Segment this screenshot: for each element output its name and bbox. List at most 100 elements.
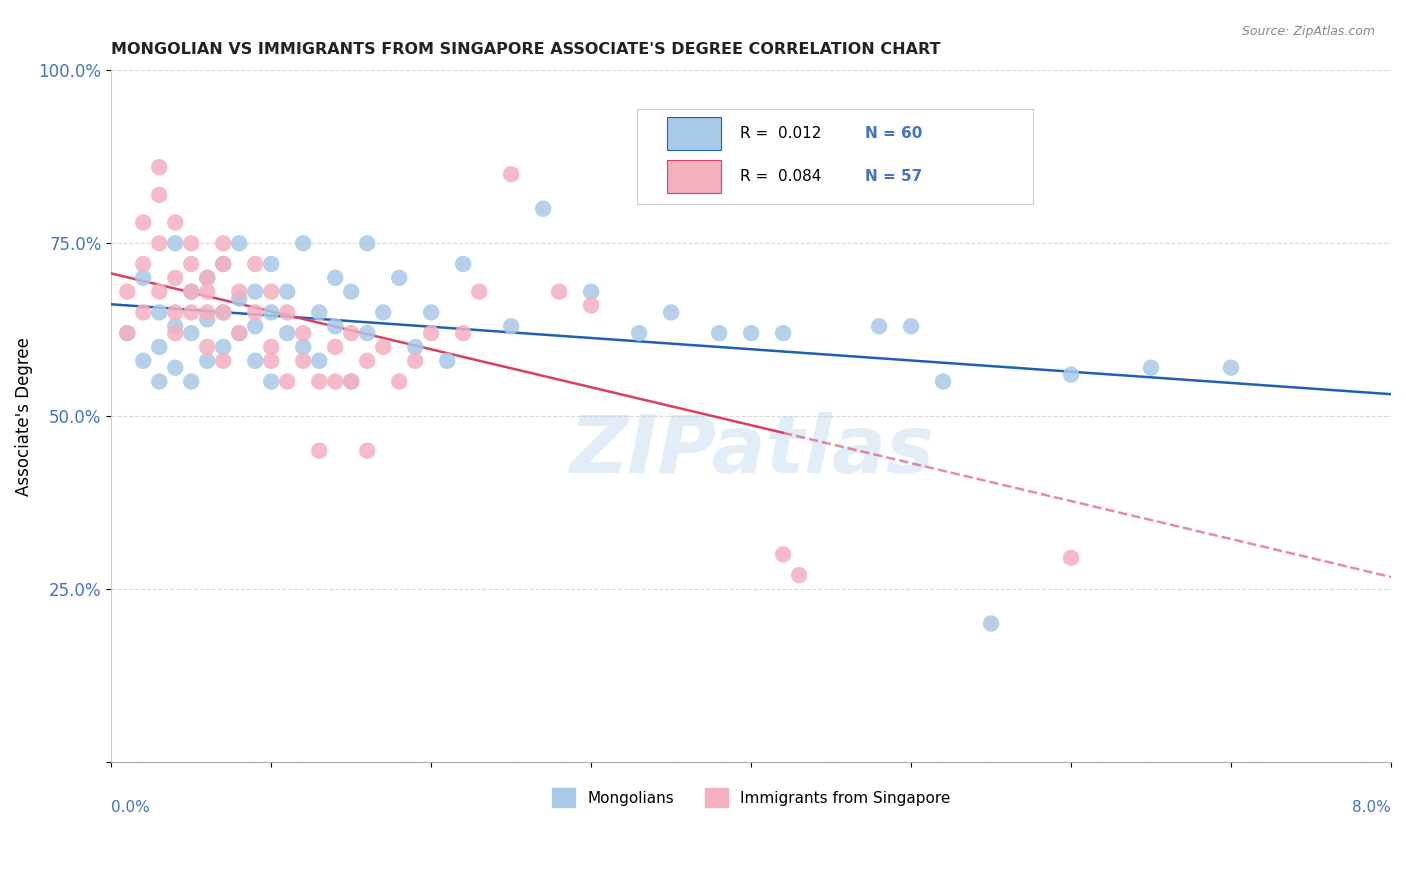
Point (740, 146, 762, 161)
Point (772, 326, 794, 340)
Point (195, 353, 218, 368)
Point (228, 326, 250, 340)
Point (228, 292, 250, 306)
Text: Source: ZipAtlas.com: Source: ZipAtlas.com (1241, 25, 1375, 38)
Point (356, 443, 378, 458)
Point (195, 312, 218, 326)
Point (323, 270, 346, 285)
Point (212, 305, 235, 319)
Point (420, 305, 443, 319)
Point (323, 340, 346, 354)
Point (180, 305, 202, 319)
Point (308, 375, 330, 389)
Text: R =  0.084: R = 0.084 (740, 169, 821, 184)
Text: N = 60: N = 60 (866, 126, 922, 141)
Point (548, 285, 571, 299)
Point (117, 285, 139, 299)
Point (212, 305, 235, 319)
Point (276, 305, 298, 319)
Point (388, 375, 411, 389)
Point (900, 319, 922, 334)
Text: 0.0%: 0.0% (111, 800, 150, 814)
Point (292, 353, 315, 368)
Point (373, 340, 395, 354)
Point (228, 236, 250, 251)
Point (195, 270, 218, 285)
Point (579, 285, 602, 299)
Point (117, 326, 139, 340)
Point (195, 285, 218, 299)
Point (180, 236, 202, 251)
Point (1060, 550, 1083, 565)
Point (340, 375, 363, 389)
Point (148, 160, 170, 174)
Text: MONGOLIAN VS IMMIGRANTS FROM SINGAPORE ASSOCIATE'S DEGREE CORRELATION CHART: MONGOLIAN VS IMMIGRANTS FROM SINGAPORE A… (111, 42, 941, 57)
Point (932, 375, 955, 389)
Text: N = 57: N = 57 (866, 169, 922, 184)
Legend: Mongolians, Immigrants from Singapore: Mongolians, Immigrants from Singapore (546, 782, 956, 813)
Point (436, 353, 458, 368)
Text: 8.0%: 8.0% (1353, 800, 1391, 814)
Point (323, 375, 346, 389)
Point (260, 375, 283, 389)
Point (980, 616, 1002, 631)
Point (148, 187, 170, 202)
Point (132, 305, 155, 319)
Point (132, 353, 155, 368)
Point (260, 305, 283, 319)
Text: ZIPatlas: ZIPatlas (568, 412, 934, 490)
Point (1220, 360, 1243, 375)
Point (308, 353, 330, 368)
Point (468, 285, 491, 299)
Point (1060, 368, 1083, 382)
Point (148, 305, 170, 319)
Point (260, 285, 283, 299)
Point (276, 375, 298, 389)
Point (340, 326, 363, 340)
Point (212, 257, 235, 271)
Point (740, 326, 762, 340)
Point (165, 326, 187, 340)
Point (501, 319, 523, 334)
Point (787, 568, 810, 582)
Point (165, 215, 187, 229)
Point (772, 547, 794, 561)
Point (276, 285, 298, 299)
Point (292, 236, 315, 251)
Point (148, 340, 170, 354)
Point (308, 443, 330, 458)
Point (340, 285, 363, 299)
Point (195, 270, 218, 285)
Point (260, 353, 283, 368)
Point (356, 236, 378, 251)
Point (228, 285, 250, 299)
Point (228, 326, 250, 340)
Point (212, 236, 235, 251)
Point (165, 270, 187, 285)
Point (195, 340, 218, 354)
Point (180, 257, 202, 271)
Text: R =  0.012: R = 0.012 (740, 126, 821, 141)
Point (117, 326, 139, 340)
Point (292, 340, 315, 354)
Point (132, 215, 155, 229)
Point (451, 257, 474, 271)
Point (531, 202, 554, 216)
Point (245, 285, 267, 299)
Point (180, 326, 202, 340)
Point (148, 236, 170, 251)
Point (388, 270, 411, 285)
Point (165, 360, 187, 375)
Y-axis label: Associate's Degree: Associate's Degree (15, 336, 32, 496)
Point (180, 285, 202, 299)
Point (212, 257, 235, 271)
Point (501, 167, 523, 181)
Point (180, 375, 202, 389)
Point (308, 305, 330, 319)
Point (148, 285, 170, 299)
Point (373, 305, 395, 319)
Point (356, 326, 378, 340)
Point (451, 326, 474, 340)
Point (195, 305, 218, 319)
Point (245, 305, 267, 319)
